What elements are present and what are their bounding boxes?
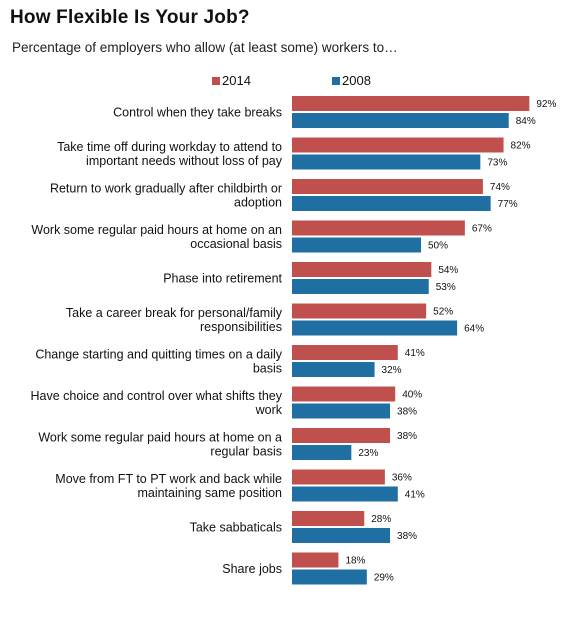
category-label: work (255, 403, 283, 417)
category-label: Work some regular paid hours at home on … (38, 431, 282, 445)
data-label-2008: 38% (397, 407, 417, 418)
bar-2008 (292, 569, 367, 585)
chart-title: How Flexible Is Your Job? (10, 7, 250, 28)
data-label-2008: 38% (397, 531, 417, 542)
data-label-2008: 50% (428, 241, 448, 252)
bar-2014 (292, 386, 396, 402)
category-label: basis (253, 362, 282, 376)
bar-2014 (292, 469, 385, 485)
data-label-2008: 53% (436, 282, 456, 293)
bar-2014 (292, 552, 339, 568)
category-label: maintaining same position (137, 486, 282, 500)
legend-item-2014: 2014 (212, 73, 251, 88)
data-label-2008: 32% (382, 365, 402, 376)
bar-2008 (292, 196, 491, 211)
data-label-2008: 64% (464, 324, 484, 335)
category-label: Take sabbaticals (190, 521, 282, 535)
data-label-2008: 77% (498, 199, 518, 210)
bar-2008 (292, 486, 398, 502)
category-label: Move from FT to PT work and back while (55, 472, 282, 486)
data-label-2014: 18% (345, 556, 365, 567)
bar-2014 (292, 428, 391, 443)
bar-2008 (292, 445, 352, 460)
category-label: Work some regular paid hours at home on … (31, 223, 282, 237)
data-label-2014: 41% (405, 348, 425, 359)
category-label: Return to work gradually after childbirt… (50, 182, 282, 196)
bar-2008 (292, 528, 391, 543)
bar-2014 (292, 220, 465, 236)
category-label: occasional basis (190, 237, 282, 251)
bar-2008 (292, 113, 509, 128)
category-label: Take a career break for personal/family (66, 306, 283, 320)
data-label-2014: 74% (490, 182, 510, 193)
category-label: Control when they take breaks (113, 106, 282, 120)
data-label-2014: 28% (371, 514, 391, 525)
bar-2014 (292, 262, 432, 277)
legend-swatch-2008 (332, 76, 340, 85)
legend-label-2008: 2008 (342, 73, 371, 88)
bar-2014 (292, 345, 398, 360)
data-label-2014: 38% (397, 431, 417, 442)
category-label: Take time off during workday to attend t… (57, 140, 282, 154)
category-label: Share jobs (222, 562, 282, 576)
category-label: important needs without loss of pay (86, 154, 283, 168)
bar-2008 (292, 279, 429, 294)
bar-2014 (292, 137, 504, 153)
data-label-2008: 29% (374, 573, 394, 584)
data-label-2014: 40% (402, 390, 422, 401)
category-label: responsibilities (200, 320, 282, 334)
data-label-2014: 54% (438, 265, 458, 276)
legend-label-2014: 2014 (222, 73, 251, 88)
data-label-2008: 73% (487, 158, 507, 169)
data-label-2008: 84% (516, 116, 536, 127)
bar-2014 (292, 179, 483, 194)
bar-2008 (292, 237, 421, 253)
data-label-2008: 41% (405, 490, 425, 501)
bar-2014 (292, 303, 427, 319)
category-label: Change starting and quitting times on a … (35, 348, 282, 362)
bar-2008 (292, 362, 375, 377)
data-label-2014: 52% (433, 307, 453, 318)
data-label-2014: 67% (472, 224, 492, 235)
category-label: Phase into retirement (163, 272, 282, 286)
data-label-2014: 36% (392, 473, 412, 484)
legend-item-2008: 2008 (332, 73, 371, 88)
bar-2014 (292, 511, 365, 526)
category-label: adoption (234, 196, 282, 210)
data-label-2014: 82% (511, 141, 531, 152)
legend-swatch-2014 (212, 76, 220, 85)
category-label: regular basis (210, 445, 282, 459)
category-label: Have choice and control over what shifts… (30, 389, 282, 403)
data-label-2008: 23% (358, 448, 378, 459)
bar-2008 (292, 403, 391, 419)
data-label-2014: 92% (536, 99, 556, 110)
bar-2014 (292, 96, 530, 111)
bar-2008 (292, 154, 481, 170)
chart-subtitle: Percentage of employers who allow (at le… (12, 40, 398, 55)
bar-2008 (292, 320, 458, 336)
